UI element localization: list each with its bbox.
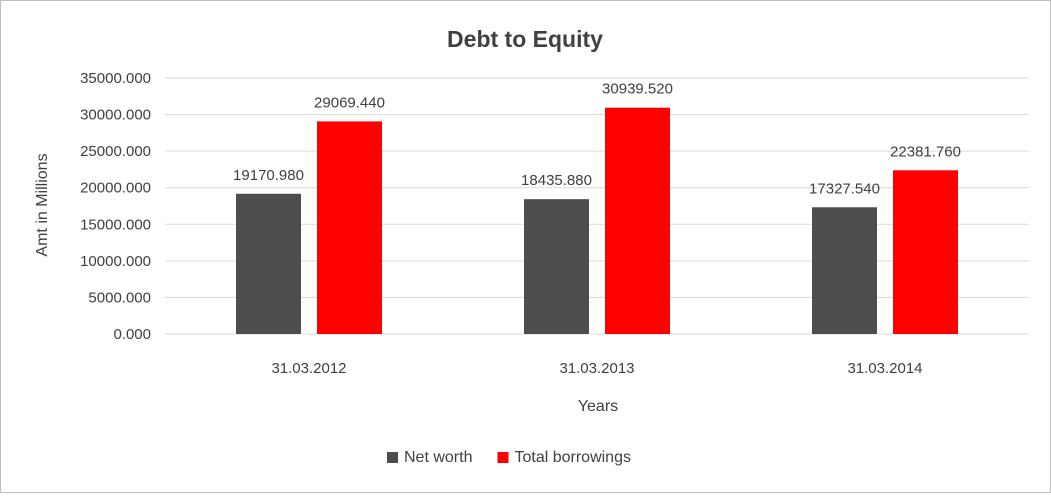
y-tick-label: 35000.000 (80, 70, 151, 87)
y-tick-label: 30000.000 (80, 107, 151, 124)
legend-item: Total borrowings (497, 449, 631, 466)
y-axis-ticks: 0.000 5000.000 10000.000 15000.000 20000.000… (80, 70, 151, 343)
y-tick-label: 15000.000 (80, 216, 151, 233)
x-tick-label: 31.03.2014 (847, 360, 922, 377)
gridlines (165, 77, 1029, 335)
bar (236, 193, 301, 334)
data-label: 29069.440 (314, 94, 385, 111)
data-label: 19170.980 (233, 167, 304, 184)
y-tick-label: 25000.000 (80, 143, 151, 160)
legend-swatch (497, 452, 509, 463)
chart-title: Debt to Equity (447, 26, 603, 52)
bar (812, 207, 877, 334)
legend: Net worth Total borrowings (387, 449, 631, 466)
y-axis-label: Amt in Millions (34, 153, 51, 256)
data-label: 18435.880 (521, 172, 592, 189)
x-tick-label: 31.03.2012 (271, 360, 346, 377)
y-tick-label: 20000.000 (80, 180, 151, 197)
y-tick-label: 10000.000 (80, 253, 151, 270)
bar (605, 107, 670, 334)
legend-label: Total borrowings (514, 449, 631, 466)
legend-swatch (387, 452, 398, 463)
data-label: 17327.540 (809, 180, 880, 197)
x-axis-label: Years (578, 398, 618, 415)
data-label: 22381.760 (890, 143, 961, 160)
x-axis-ticks: 31.03.2012 31.03.2013 31.03.2014 (271, 360, 922, 377)
bars (236, 107, 958, 334)
bar (524, 199, 589, 334)
legend-item: Net worth (387, 449, 472, 466)
legend-label: Net worth (404, 449, 472, 466)
bar (893, 170, 958, 334)
data-labels: 19170.980 29069.440 18435.880 30939.520 1732… (233, 81, 961, 198)
bar (317, 121, 382, 334)
x-tick-label: 31.03.2013 (559, 360, 634, 377)
y-tick-label: 5000.000 (88, 289, 151, 306)
data-label: 30939.520 (602, 81, 673, 98)
y-tick-label: 0.000 (113, 326, 151, 343)
